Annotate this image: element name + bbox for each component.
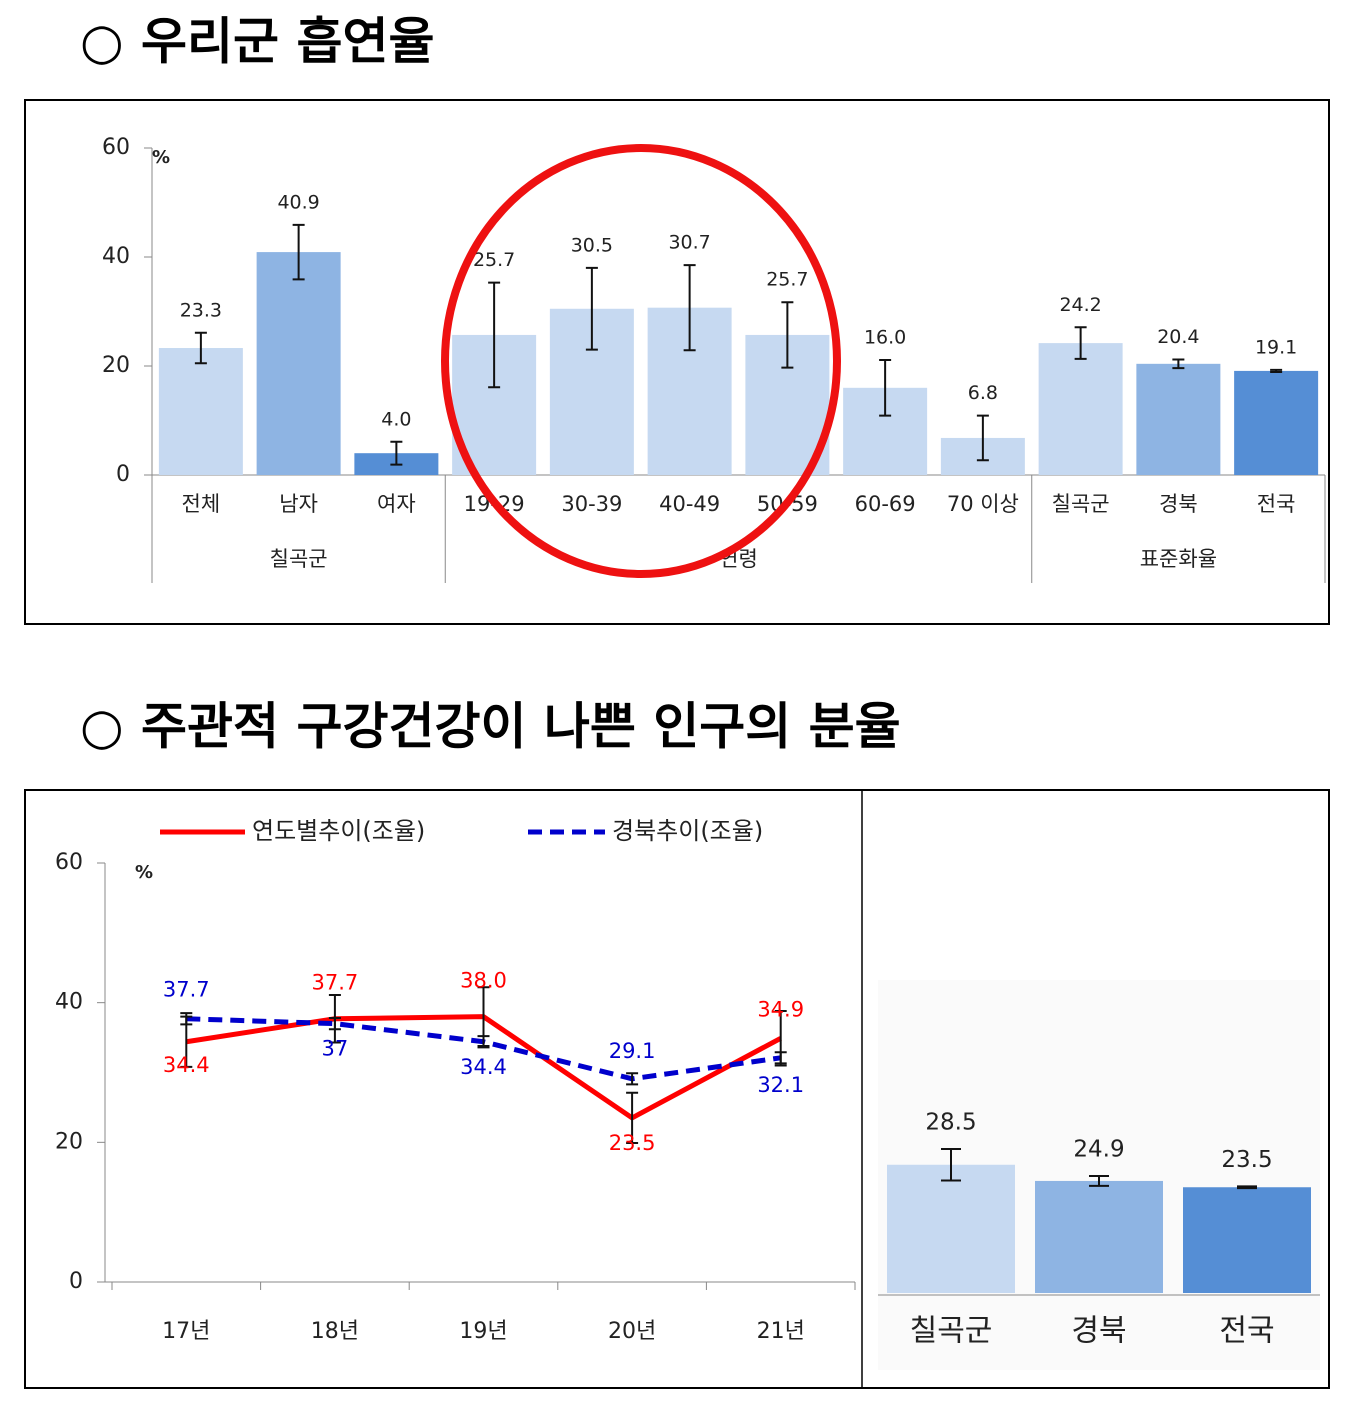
value-label: 23.5: [1221, 1147, 1272, 1173]
legend-label: 연도별추이(조율): [252, 817, 425, 845]
error-bar: [194, 331, 207, 365]
error-bar: [180, 1012, 193, 1026]
x-tick-label: 칠곡군: [910, 1314, 993, 1349]
value-label: 24.2: [1059, 294, 1101, 316]
bar: [1234, 370, 1319, 475]
unit-label: %: [135, 862, 153, 883]
value-label: 37.7: [312, 971, 359, 995]
x-tick-label: 19년: [459, 1319, 507, 1344]
x-tick-label: 17년: [162, 1319, 210, 1344]
error-bar: [1074, 326, 1087, 360]
y-tick-label: 60: [102, 135, 130, 160]
bar: [158, 348, 243, 475]
x-tick-label: 21년: [757, 1319, 805, 1344]
bar: [887, 1164, 1015, 1293]
error-bar: [976, 414, 989, 462]
error-bar: [477, 1035, 490, 1049]
group-label: 칠곡군: [270, 547, 328, 571]
value-label: 6.8: [968, 382, 998, 404]
error-bar: [941, 1148, 961, 1182]
x-tick-label: 전국: [1219, 1314, 1274, 1349]
x-tick-label: 20년: [608, 1319, 656, 1344]
value-label: 30.5: [571, 234, 613, 256]
x-tick-label: 전국: [1257, 492, 1296, 516]
value-label: 16.0: [864, 327, 906, 349]
value-label: 38.0: [460, 969, 507, 993]
error-bar: [585, 266, 598, 351]
value-label: 20.4: [1157, 326, 1199, 348]
value-label: 37.7: [163, 978, 210, 1002]
error-bar: [1172, 358, 1185, 370]
section-title: ○ 우리군 흡연율: [80, 13, 434, 71]
value-label: 25.7: [473, 249, 515, 271]
y-tick-label: 0: [116, 462, 130, 487]
x-tick-label: 여자: [377, 492, 416, 516]
error-bar: [1089, 1175, 1109, 1187]
y-tick-label: 40: [102, 244, 130, 269]
y-tick-label: 20: [55, 1129, 83, 1154]
group-label: 표준화율: [1140, 547, 1217, 571]
bar: [256, 252, 341, 475]
value-label: 34.9: [757, 997, 804, 1021]
value-label: 19.1: [1255, 336, 1297, 358]
value-label: 30.7: [668, 232, 710, 254]
x-tick-label: 40-49: [659, 492, 720, 516]
bar: [1035, 1180, 1163, 1293]
x-tick-label: 경북: [1159, 492, 1198, 516]
value-label: 25.7: [766, 269, 808, 291]
value-label: 4.0: [381, 408, 411, 430]
value-label: 34.4: [460, 1055, 507, 1079]
value-label: 32.1: [757, 1073, 804, 1097]
frame: [24, 789, 1330, 1389]
frame: [24, 99, 1330, 625]
value-label: 24.9: [1073, 1137, 1124, 1163]
y-tick-label: 40: [55, 990, 83, 1015]
legend-label: 경북추이(조율): [612, 817, 763, 845]
error-bar: [1237, 1185, 1257, 1190]
value-label: 34.4: [163, 1053, 210, 1077]
value-label: 23.3: [180, 299, 222, 321]
y-tick-label: 60: [55, 850, 83, 875]
value-label: 40.9: [277, 191, 319, 213]
value-label: 23.5: [609, 1131, 656, 1155]
value-label: 37: [322, 1037, 349, 1061]
value-label: 28.5: [925, 1110, 976, 1136]
bar: [1183, 1187, 1311, 1293]
error-bar: [292, 223, 305, 281]
error-bar: [626, 1091, 639, 1145]
error-bar: [683, 264, 696, 352]
error-bar: [626, 1072, 639, 1086]
error-bar: [1270, 368, 1283, 373]
x-tick-label: 칠곡군: [1052, 492, 1110, 516]
x-tick-label: 30-39: [561, 492, 622, 516]
section-title: ○ 주관적 구강건강이 나쁜 인구의 분율: [80, 698, 901, 756]
error-bar: [328, 1017, 341, 1031]
x-tick-label: 18년: [311, 1319, 359, 1344]
x-tick-label: 60-69: [855, 492, 916, 516]
error-bar: [488, 281, 501, 389]
bar: [1136, 363, 1221, 475]
error-bar: [390, 440, 403, 466]
unit-label: %: [152, 147, 170, 168]
y-tick-label: 0: [69, 1269, 83, 1294]
x-tick-label: 경북: [1071, 1314, 1126, 1349]
value-label: 29.1: [609, 1039, 656, 1063]
error-bar: [774, 1051, 787, 1065]
y-tick-label: 20: [102, 353, 130, 378]
error-bar: [879, 359, 892, 417]
error-bar: [781, 301, 794, 369]
highlight-circle: [441, 144, 841, 578]
x-tick-label: 남자: [279, 492, 318, 516]
bar: [1038, 343, 1123, 475]
x-tick-label: 70 이상: [947, 492, 1019, 516]
x-tick-label: 전체: [182, 492, 221, 516]
